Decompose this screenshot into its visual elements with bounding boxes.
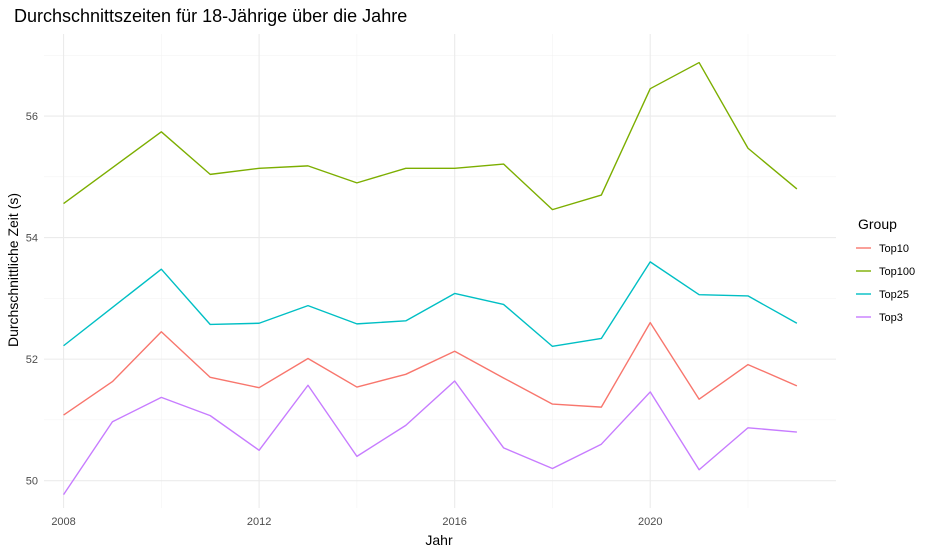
series-line-top100 [63,61,798,211]
legend-item-top25: Top25 [856,289,909,301]
legend-label: Top3 [879,312,903,324]
legend-label: Top100 [879,266,915,278]
x-tick-label: 2008 [51,516,75,528]
y-axis-ticks: 50 52 54 56 [26,111,38,488]
y-tick-label: 54 [26,233,38,245]
legend-title: Group [858,216,897,232]
legend-item-top3: Top3 [856,312,903,324]
legend-item-top100: Top100 [856,266,915,278]
gridlines [44,34,836,508]
series-line-top25 [63,261,798,348]
series-lines [62,61,798,496]
y-axis-title: Durchschnittliche Zeit (s) [5,193,21,347]
series-line-top3 [62,380,797,496]
x-axis-ticks: 2008 2012 2016 2020 [51,516,662,528]
chart-title: Durchschnittszeiten für 18-Jährige über … [14,6,407,26]
y-tick-label: 52 [26,354,38,366]
legend-items: Top10 Top100 Top25 Top3 [856,243,915,324]
x-tick-label: 2012 [247,516,271,528]
plot-panel [44,34,836,508]
x-axis-title: Jahr [425,532,453,548]
legend-item-top10: Top10 [856,243,909,255]
legend-label: Top25 [879,289,909,301]
series-line-top10 [63,321,798,416]
y-tick-label: 50 [26,476,38,488]
x-tick-label: 2020 [638,516,662,528]
legend: Group Top10 Top100 Top25 Top3 [856,216,915,324]
legend-label: Top10 [879,243,909,255]
x-tick-label: 2016 [442,516,466,528]
y-tick-label: 56 [26,111,38,123]
